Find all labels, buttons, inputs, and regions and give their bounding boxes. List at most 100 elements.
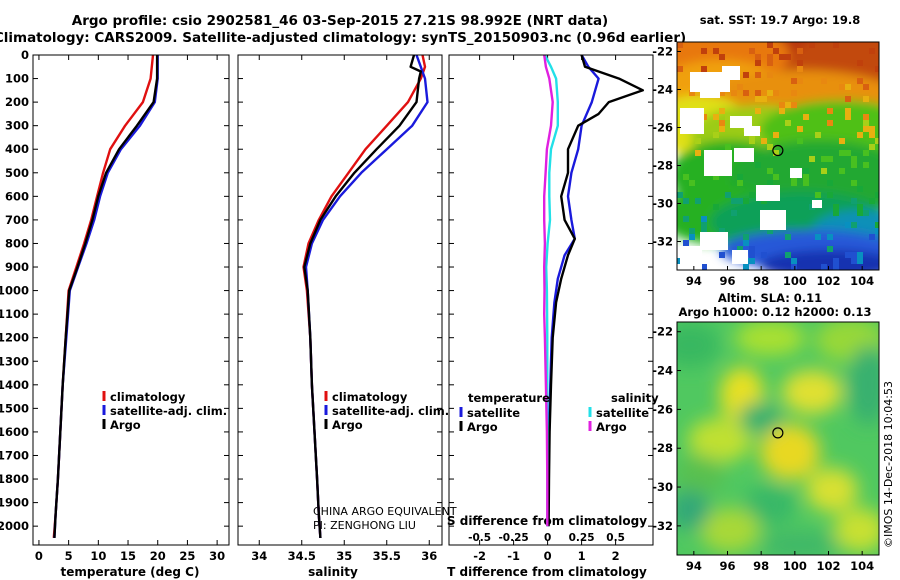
x-tick-label: -2 xyxy=(473,549,486,563)
legend-label: Argo xyxy=(596,420,627,434)
sst-pixel xyxy=(725,144,731,150)
depth-tick-label: 600 xyxy=(5,189,29,203)
sst-pixel xyxy=(767,168,773,174)
sst-pixel xyxy=(851,258,857,264)
sst-pixel xyxy=(743,234,749,240)
legend-title-salinity: salinity xyxy=(611,391,659,405)
sst-pixel xyxy=(779,54,785,60)
sst-pixel xyxy=(809,42,815,48)
legend-label: Argo xyxy=(332,418,363,432)
map-x-tick-label: 94 xyxy=(686,274,702,288)
sla-blob xyxy=(700,508,760,552)
depth-tick-label: 1100 xyxy=(0,307,29,321)
sst-pixel xyxy=(737,198,743,204)
x-tick-label: -1 xyxy=(507,549,520,563)
sst-pixel xyxy=(791,264,797,270)
map-x-tick-label: 96 xyxy=(719,274,735,288)
sst-pixel xyxy=(701,48,707,54)
map-frame xyxy=(676,41,880,271)
sst-pixel xyxy=(809,156,815,162)
depth-tick-label: 1900 xyxy=(0,496,29,510)
map-y-tick-label: -22 xyxy=(652,325,673,339)
sst-pixel xyxy=(731,90,737,96)
sla-blob xyxy=(735,322,805,356)
x-tick-label: 20 xyxy=(150,549,166,563)
sst-pixel xyxy=(857,204,863,210)
sst-pixel xyxy=(785,252,791,258)
sst-pixel xyxy=(857,60,863,66)
sst-pixel xyxy=(785,120,791,126)
panel-frame xyxy=(237,54,443,546)
map-frame xyxy=(676,321,880,556)
sst-pixel xyxy=(695,198,701,204)
sst-pixel xyxy=(749,48,755,54)
sst-pixel xyxy=(773,150,779,156)
sst-pixel xyxy=(713,114,719,120)
map-panels: 94 96 98 100 102 104 -22 -24 -26 -28 -30 -32 94 96 98 1… xyxy=(652,41,880,573)
sla-blob xyxy=(782,370,842,414)
depth-tick-label: 200 xyxy=(5,95,29,109)
sst-pixel xyxy=(743,198,749,204)
sst-pixel xyxy=(701,222,707,228)
pi-annotation: PI: ZENGHONG LIU xyxy=(313,519,416,532)
sst-pixel xyxy=(737,174,743,180)
panel-temperature: 0100200300400500600700800900100011001200… xyxy=(0,48,230,563)
legend-label: climatology xyxy=(332,390,408,404)
x-tick-label: 2 xyxy=(612,549,620,563)
sst-cloud-gap xyxy=(680,108,704,134)
sst-pixel xyxy=(869,132,875,138)
map-x-tick-label: 96 xyxy=(719,559,735,573)
map-y-tick-label: -24 xyxy=(652,83,673,97)
sst-pixel xyxy=(683,174,689,180)
sst-pixel xyxy=(713,204,719,210)
sst-cloud-gap xyxy=(722,66,740,80)
sst-cloud-gap xyxy=(812,200,822,208)
x-tick-label: 15 xyxy=(120,549,136,563)
sst-pixel xyxy=(857,186,863,192)
series-line-temperature-satellite xyxy=(547,55,600,527)
sst-pixel xyxy=(791,90,797,96)
sst-cloud-gap xyxy=(760,210,786,230)
sst-pixel xyxy=(719,120,725,126)
top-x-tick-label: 0 xyxy=(544,532,551,544)
depth-tick-label: 1000 xyxy=(0,284,29,298)
sst-pixel xyxy=(845,222,851,228)
x-tick-label: 5 xyxy=(65,549,73,563)
sst-pixel xyxy=(755,90,761,96)
sst-pixel xyxy=(701,228,707,234)
series-line-salinity-argo xyxy=(543,55,554,527)
sst-pixel xyxy=(851,156,857,162)
sst-pixel xyxy=(713,48,719,54)
legend-label: Argo xyxy=(467,420,498,434)
sst-cloud-gap xyxy=(756,185,780,201)
x-tick-label: 0 xyxy=(544,549,552,563)
sla-blob xyxy=(688,418,752,462)
sla-blob xyxy=(806,468,858,512)
sst-pixel xyxy=(719,108,725,114)
sst-pixel xyxy=(689,90,695,96)
sst-pixel xyxy=(719,252,725,258)
depth-tick-label: 100 xyxy=(5,72,29,86)
legend-label: satellite-adj. clim. xyxy=(110,404,227,418)
sst-pixel xyxy=(803,180,809,186)
sst-pixel xyxy=(827,156,833,162)
sst-pixel xyxy=(737,180,743,186)
x-tick-label: 35 xyxy=(336,549,352,563)
sst-pixel xyxy=(833,42,839,48)
sst-pixel xyxy=(851,198,857,204)
sst-pixel xyxy=(875,138,879,144)
sst-pixel xyxy=(695,138,701,144)
sst-pixel xyxy=(773,48,779,54)
map-x-tick-label: 100 xyxy=(783,559,807,573)
sst-pixel xyxy=(689,180,695,186)
map-y-tick-label: -24 xyxy=(652,364,673,378)
x-tick-label: 0 xyxy=(35,549,43,563)
map-x-tick-label: 98 xyxy=(753,274,769,288)
sst-cloud-gap xyxy=(730,116,752,128)
depth-tick-label: 800 xyxy=(5,236,29,250)
panel-differences: -2 -1 0 1 2 -0.5 -0.25 0 0.25 0.5 temperature salin… xyxy=(448,54,659,563)
sst-pixel xyxy=(731,210,737,216)
sst-pixel xyxy=(701,264,707,270)
sst-pixel xyxy=(677,192,683,198)
map-x-tick-label: 104 xyxy=(850,274,874,288)
